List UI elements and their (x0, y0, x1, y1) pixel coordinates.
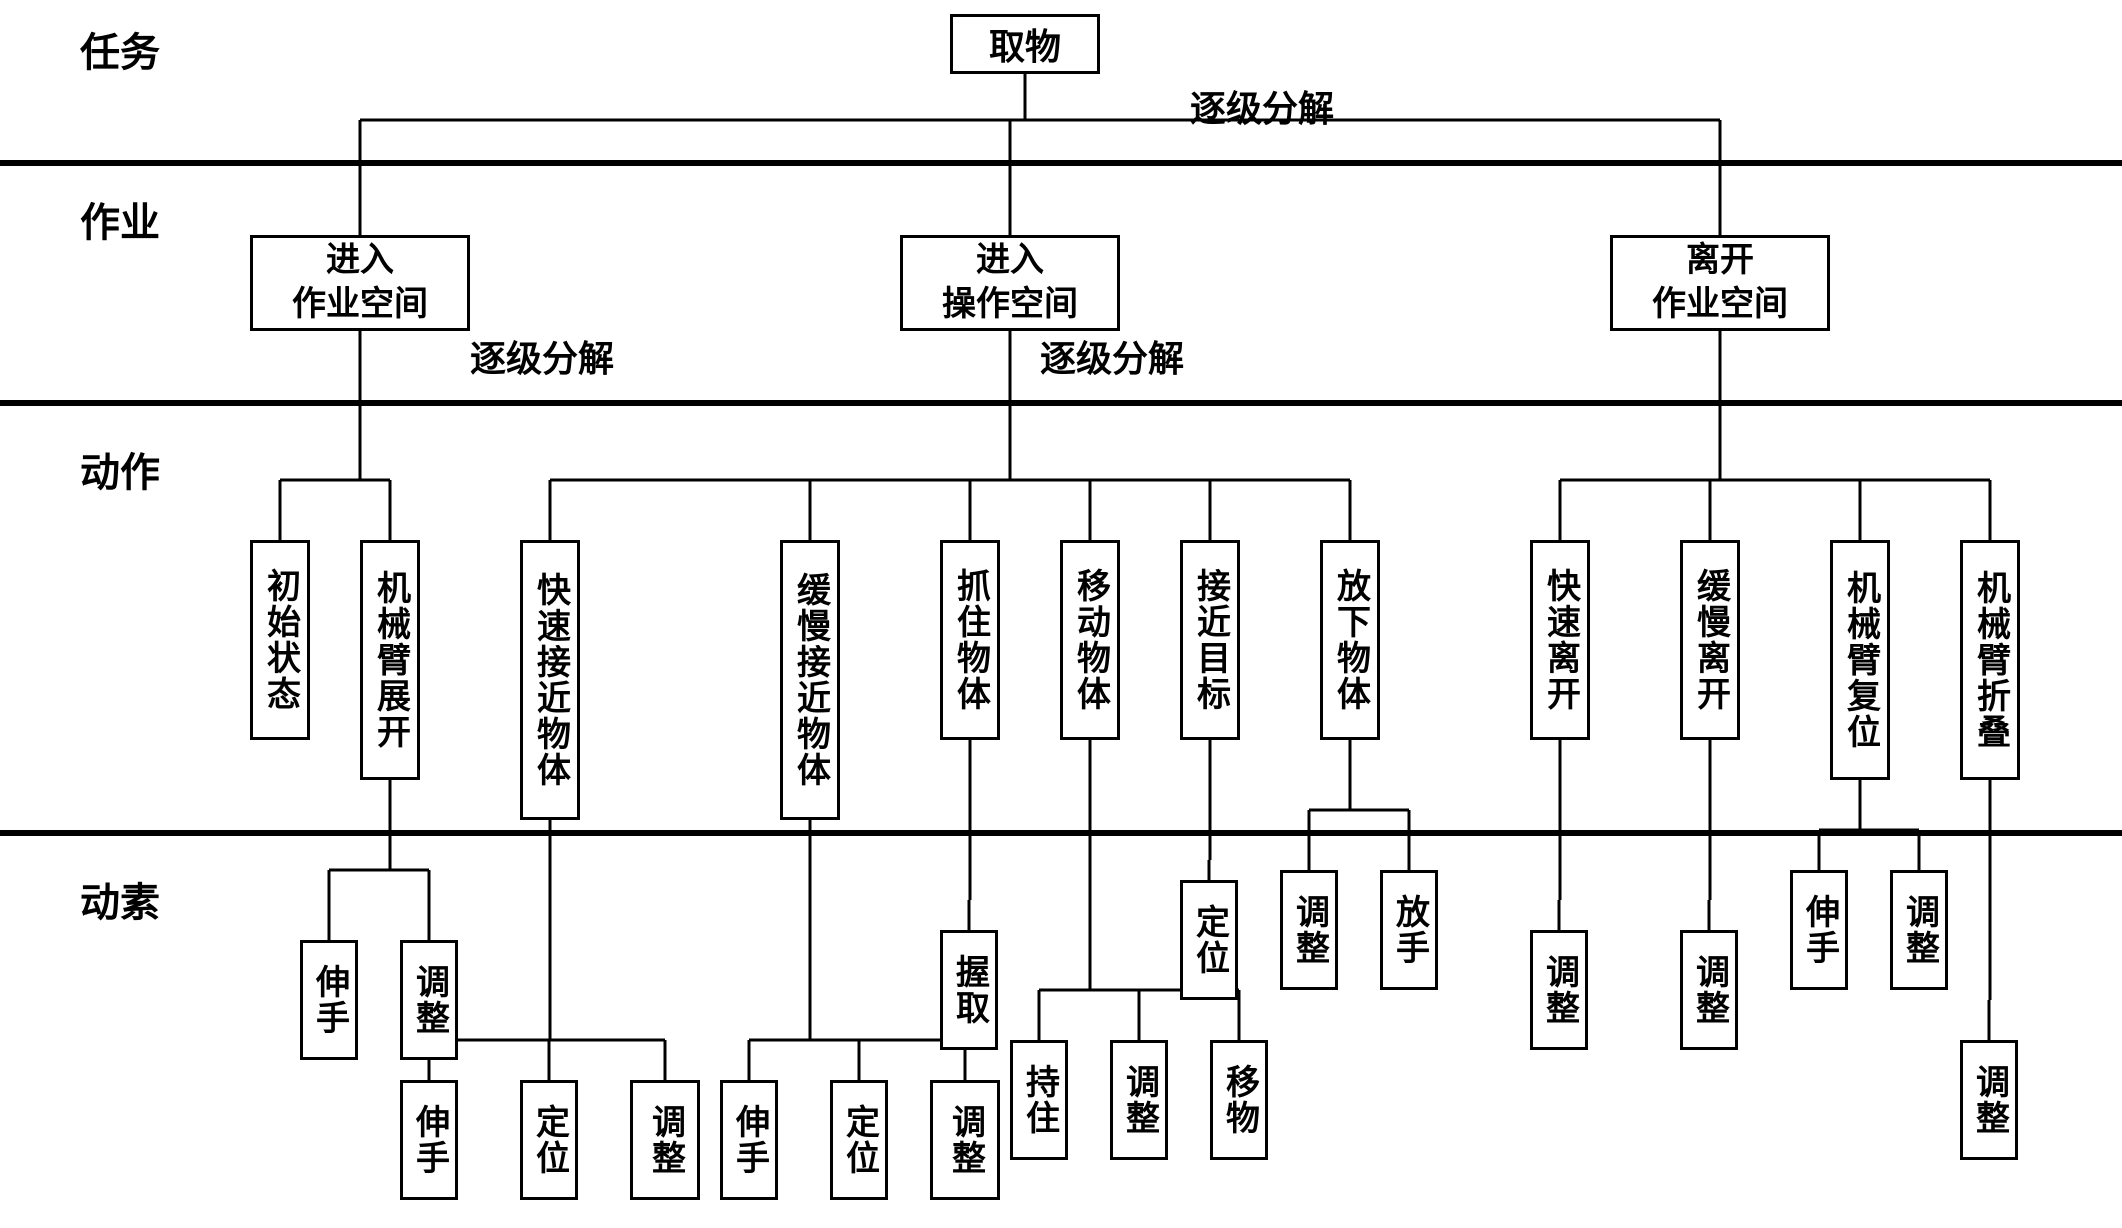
node-a6: 移动物体 (1060, 540, 1120, 740)
node-a11: 机械臂复位 (1830, 540, 1890, 780)
separator-3 (0, 830, 2122, 836)
node-a9: 快速离开 (1530, 540, 1590, 740)
node-a3: 快速接近物体 (520, 540, 580, 820)
row-label-action: 动作 (80, 440, 160, 498)
node-e_a6_2: 调整 (1110, 1040, 1168, 1160)
annotation-decompose-1: 逐级分解 (1190, 80, 1334, 132)
node-e_a10_1: 调整 (1680, 930, 1738, 1050)
node-e_a2_2: 调整 (400, 940, 458, 1060)
node-a10: 缓慢离开 (1680, 540, 1740, 740)
node-e_a7_1: 定位 (1180, 880, 1238, 1000)
node-e_a4_2: 定位 (830, 1080, 888, 1200)
separator-1 (0, 160, 2122, 166)
node-e_a3_2: 定位 (520, 1080, 578, 1200)
node-a4: 缓慢接近物体 (780, 540, 840, 820)
node-e_a4_1: 伸手 (720, 1080, 778, 1200)
diagram-canvas: 任务 作业 动作 动素 逐级分解 逐级分解 逐级分解 取物进入作业空间 进入操作空… (0, 0, 2122, 1228)
row-label-element: 动素 (80, 870, 160, 928)
node-e_a6_1: 持住 (1010, 1040, 1068, 1160)
node-jobA: 进入作业空间 (250, 235, 470, 331)
node-e_a2_1: 伸手 (300, 940, 358, 1060)
node-e_a3_1: 伸手 (400, 1080, 458, 1200)
node-e_a4_3: 调整 (930, 1080, 1000, 1200)
row-label-task: 任务 (80, 20, 160, 78)
node-e_a12_1: 调整 (1960, 1040, 2018, 1160)
node-a7: 接近目标 (1180, 540, 1240, 740)
node-e_a9_1: 调整 (1530, 930, 1588, 1050)
node-e_a5_1: 握取 (940, 930, 998, 1050)
node-a5: 抓住物体 (940, 540, 1000, 740)
row-label-job: 作业 (80, 190, 160, 248)
node-a12: 机械臂折叠 (1960, 540, 2020, 780)
node-e_a11_1: 伸手 (1790, 870, 1848, 990)
node-a8: 放下物体 (1320, 540, 1380, 740)
node-root: 取物 (950, 14, 1100, 74)
node-a1: 初始状态 (250, 540, 310, 740)
node-e_a3_3: 调整 (630, 1080, 700, 1200)
node-e_a8_2: 放手 (1380, 870, 1438, 990)
node-jobB: 进入操作空间 (900, 235, 1120, 331)
node-e_a11_2: 调整 (1890, 870, 1948, 990)
separator-2 (0, 400, 2122, 406)
node-e_a6_3: 移物 (1210, 1040, 1268, 1160)
node-a2: 机械臂展开 (360, 540, 420, 780)
node-e_a8_1: 调整 (1280, 870, 1338, 990)
annotation-decompose-3: 逐级分解 (1040, 330, 1184, 382)
node-jobC: 离开作业空间 (1610, 235, 1830, 331)
annotation-decompose-2: 逐级分解 (470, 330, 614, 382)
